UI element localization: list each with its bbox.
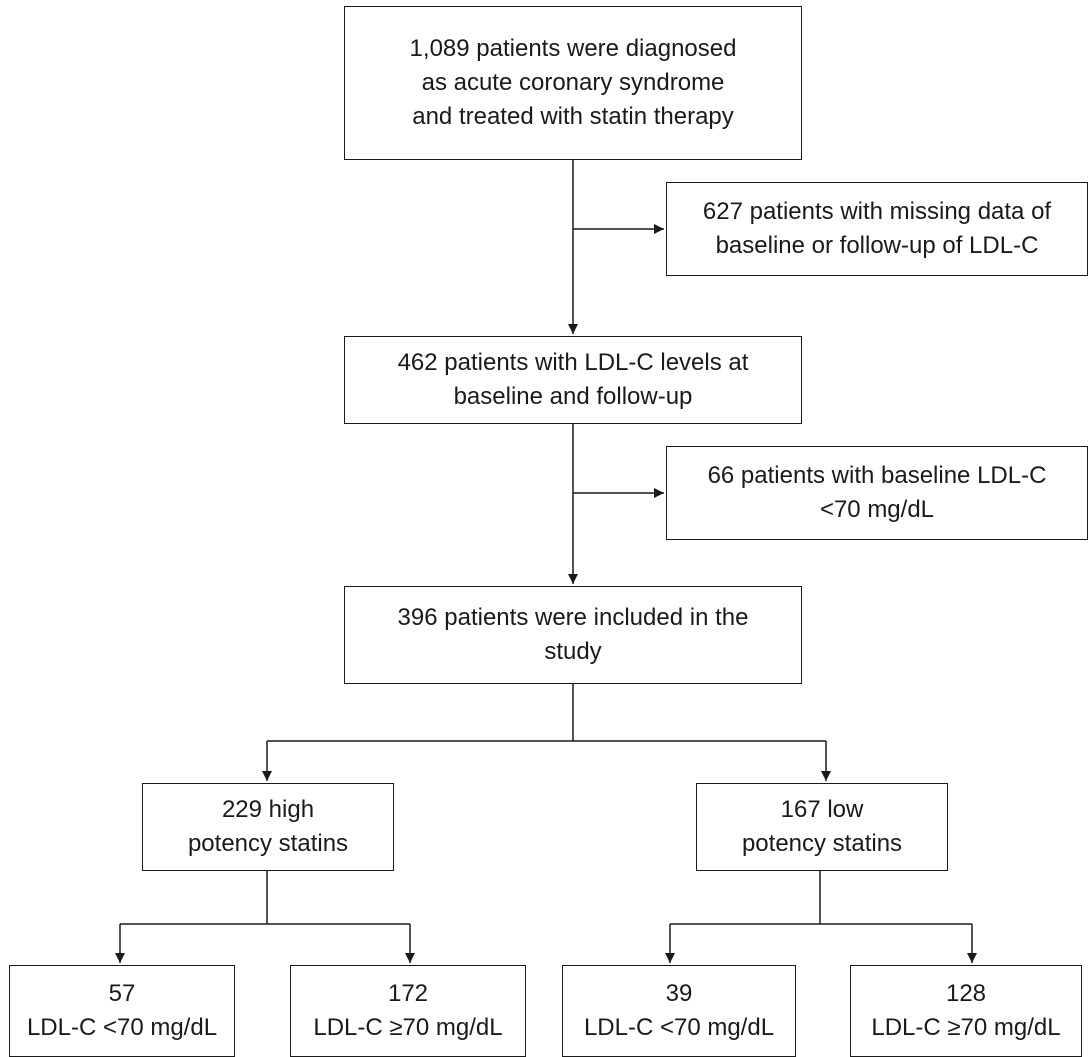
- box-high-potency-line-1: 229 high: [221, 796, 315, 823]
- box-low-over70-count: 128: [945, 980, 987, 1007]
- box-included-line-2: study: [544, 638, 602, 665]
- box-high-under70: 57 LDL-C <70 mg/dL: [9, 965, 235, 1057]
- box-diagnosed-line-2: as acute coronary syndrome: [421, 69, 725, 96]
- box-excluded-missing: 627 patients with missing data of baseli…: [666, 182, 1088, 276]
- box-diagnosed: 1,089 patients were diagnosed as acute c…: [344, 6, 802, 160]
- box-diagnosed-line-1: 1,089 patients were diagnosed: [409, 35, 737, 62]
- box-high-over70-label: LDL-C ≥70 mg/dL: [313, 1014, 503, 1041]
- box-high-over70-count: 172: [387, 980, 429, 1007]
- box-excluded-missing-line-1: 627 patients with missing data of: [702, 198, 1052, 225]
- box-high-potency-line-2: potency statins: [187, 830, 349, 857]
- box-low-over70: 128 LDL-C ≥70 mg/dL: [850, 965, 1082, 1057]
- box-low-potency: 167 low potency statins: [696, 783, 948, 871]
- box-with-levels-line-2: baseline and follow-up: [453, 383, 693, 410]
- box-with-levels: 462 patients with LDL-C levels at baseli…: [344, 336, 802, 424]
- box-excluded-missing-line-2: baseline or follow-up of LDL-C: [715, 232, 1039, 259]
- box-low-under70-count: 39: [665, 980, 693, 1007]
- box-included-line-1: 396 patients were included in the: [397, 604, 749, 631]
- box-excluded-low-line-2: <70 mg/dL: [819, 496, 935, 523]
- box-low-under70-label: LDL-C <70 mg/dL: [583, 1014, 775, 1041]
- box-high-under70-label: LDL-C <70 mg/dL: [26, 1014, 218, 1041]
- box-low-potency-line-2: potency statins: [741, 830, 903, 857]
- box-low-under70: 39 LDL-C <70 mg/dL: [562, 965, 796, 1057]
- box-included: 396 patients were included in the study: [344, 586, 802, 684]
- box-low-potency-line-1: 167 low: [780, 796, 864, 823]
- box-high-under70-count: 57: [108, 980, 136, 1007]
- box-diagnosed-line-3: and treated with statin therapy: [412, 103, 734, 130]
- box-excluded-low-line-1: 66 patients with baseline LDL-C: [707, 462, 1047, 489]
- box-high-over70: 172 LDL-C ≥70 mg/dL: [290, 965, 526, 1057]
- box-excluded-low: 66 patients with baseline LDL-C <70 mg/d…: [666, 446, 1088, 540]
- box-high-potency: 229 high potency statins: [142, 783, 394, 871]
- box-low-over70-label: LDL-C ≥70 mg/dL: [871, 1014, 1061, 1041]
- box-with-levels-line-1: 462 patients with LDL-C levels at: [397, 349, 749, 376]
